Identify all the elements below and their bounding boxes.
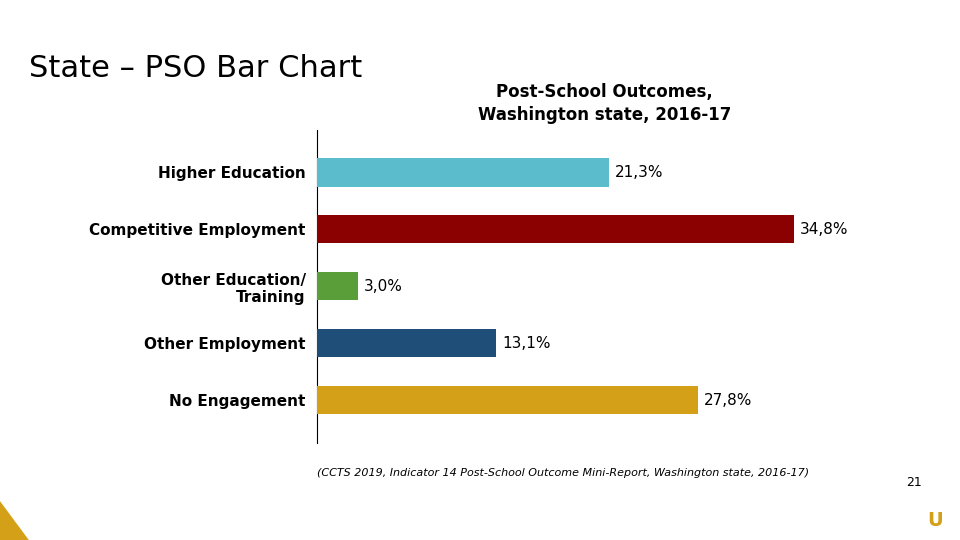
- Bar: [317, 329, 496, 357]
- Text: (CCTS 2019, Indicator 14 Post-School Outcome Mini-Report, Washington state, 2016: (CCTS 2019, Indicator 14 Post-School Out…: [317, 468, 809, 478]
- Text: 27,8%: 27,8%: [704, 393, 752, 408]
- Bar: [317, 272, 358, 300]
- Text: U: U: [927, 511, 943, 530]
- Text: Center for Change in Transition Services | www.seattleu.edu/ccts | CC BY 4.0: Center for Change in Transition Services…: [14, 515, 436, 526]
- Text: 21,3%: 21,3%: [614, 165, 663, 180]
- Text: Post-School Outcomes,
Washington state, 2016-17: Post-School Outcomes, Washington state, …: [478, 83, 732, 124]
- Bar: [317, 158, 609, 186]
- Text: 13,1%: 13,1%: [502, 336, 550, 350]
- Text: 3,0%: 3,0%: [364, 279, 402, 294]
- Text: 21: 21: [906, 476, 922, 489]
- Text: State – PSO Bar Chart: State – PSO Bar Chart: [29, 54, 362, 83]
- Text: SEATTLE: SEATTLE: [840, 511, 934, 530]
- Bar: [317, 215, 794, 244]
- Text: 34,8%: 34,8%: [800, 222, 848, 237]
- Polygon shape: [0, 501, 29, 540]
- Bar: [317, 386, 698, 414]
